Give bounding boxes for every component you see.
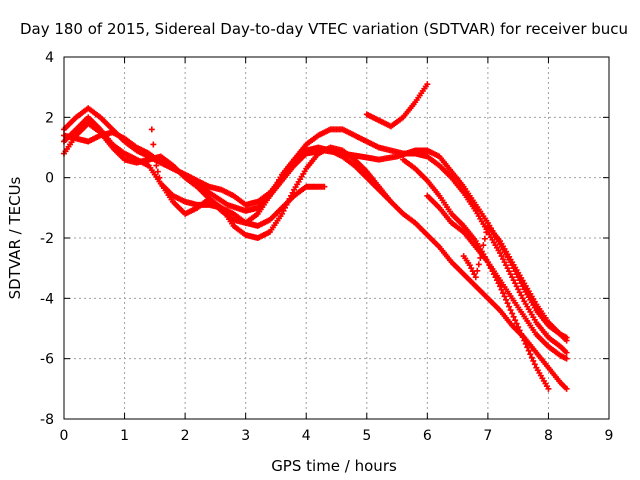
data-point: [522, 340, 529, 347]
data-point: [477, 254, 484, 261]
data-point: [509, 310, 516, 317]
x-tick-label: 4: [302, 428, 311, 444]
data-point: [321, 183, 328, 190]
data-point: [513, 283, 520, 290]
x-tick-label: 0: [60, 428, 69, 444]
data-point: [506, 303, 513, 310]
data-point: [468, 265, 475, 272]
data-point: [500, 256, 507, 263]
x-tick-label: 2: [181, 428, 190, 444]
data-point: [527, 351, 534, 358]
data-point: [563, 334, 570, 341]
data-point: [516, 289, 523, 296]
data-point: [563, 349, 570, 356]
x-tick-label: 3: [241, 428, 250, 444]
data-point: [483, 229, 490, 236]
y-tick-label: -8: [40, 412, 54, 428]
data-point: [150, 141, 157, 148]
data-point: [279, 210, 285, 217]
data-point: [480, 242, 487, 249]
series-track-4: [61, 114, 570, 392]
x-tick-label: 1: [120, 428, 129, 444]
series-track-6: [363, 81, 431, 130]
data-point: [516, 327, 523, 334]
data-point: [501, 259, 508, 266]
data-point: [497, 250, 503, 257]
x-tick-label: 6: [423, 428, 432, 444]
series-track-8: [424, 192, 570, 362]
data-point: [563, 385, 570, 392]
series-track-9: [460, 222, 570, 341]
x-axis-label: GPS time / hours: [271, 457, 397, 475]
data-point: [525, 347, 532, 354]
data-point: [472, 274, 479, 281]
data-point: [545, 385, 552, 392]
data-point: [519, 334, 526, 341]
y-tick-label: 0: [45, 171, 54, 187]
data-point: [515, 323, 522, 330]
data-point: [503, 262, 510, 269]
data-point: [424, 81, 431, 88]
data-point: [509, 274, 516, 281]
data-point: [563, 355, 570, 362]
data-point: [524, 344, 531, 351]
x-tick-label: 5: [362, 428, 371, 444]
data-point: [475, 261, 482, 268]
series-track-3: [61, 126, 570, 356]
series-track-5: [148, 126, 328, 229]
y-tick-label: -6: [40, 352, 54, 368]
data-point: [151, 156, 158, 163]
data-point: [478, 248, 485, 255]
y-axis-label: SDTVAR / TECUs: [6, 176, 24, 299]
data-point: [507, 307, 514, 314]
data-point: [501, 293, 508, 300]
data-point: [513, 320, 520, 327]
series-track-1: [61, 105, 570, 344]
data-point: [515, 286, 522, 293]
data-point: [481, 235, 488, 242]
y-tick-label: 2: [45, 110, 54, 126]
data-point: [506, 268, 513, 275]
grid: [64, 57, 609, 419]
data-point: [466, 262, 473, 269]
data-point: [518, 330, 525, 337]
data-point: [510, 313, 517, 320]
x-tick-label: 7: [483, 428, 492, 444]
data-point: [474, 267, 481, 274]
data-point: [156, 174, 163, 181]
x-tick-label: 8: [544, 428, 553, 444]
data-point: [512, 317, 519, 324]
data-point: [504, 265, 511, 272]
data-point: [153, 162, 160, 169]
data-point: [521, 337, 528, 344]
data-point: [504, 300, 511, 307]
data-point: [518, 292, 525, 299]
y-tick-label: -4: [40, 291, 54, 307]
data-point: [531, 361, 538, 368]
data-point: [507, 271, 514, 278]
data-point: [500, 290, 507, 297]
data-points: [61, 81, 570, 392]
data-point: [510, 277, 517, 284]
data-point: [512, 280, 519, 287]
data-point: [530, 357, 537, 364]
axis-ticks: 0 1 2 3 4 5 6 7 8 9 -8 -6 -4 -2 0 2 4: [40, 50, 613, 444]
y-tick-label: 4: [45, 50, 54, 66]
x-tick-label: 9: [605, 428, 614, 444]
data-point: [154, 168, 161, 175]
data-point: [498, 253, 505, 260]
data-point: [503, 296, 510, 303]
data-point: [528, 354, 535, 361]
data-point: [519, 295, 526, 302]
y-tick-label: -2: [40, 231, 54, 247]
data-point: [471, 271, 478, 278]
chart-title: Day 180 of 2015, Sidereal Day-to-day VTE…: [20, 20, 628, 38]
data-point: [148, 126, 155, 133]
